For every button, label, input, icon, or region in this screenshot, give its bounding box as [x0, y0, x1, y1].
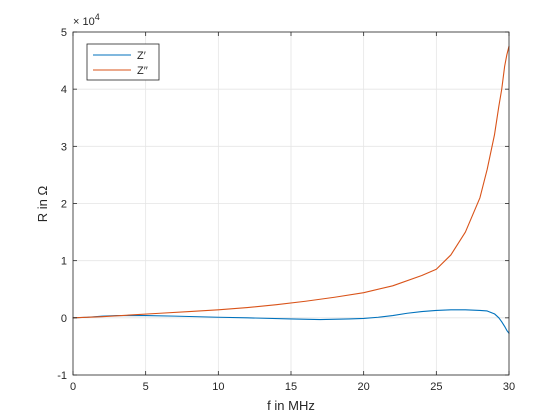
legend-label-series-2: Z′′: [137, 65, 148, 77]
legend: Z′ Z′′: [86, 43, 160, 81]
y-tick-label-1: 0: [61, 313, 67, 325]
x-tick-label-0: 0: [70, 381, 76, 393]
y-exponent-label: × 104: [73, 12, 100, 28]
series-line-2: [72, 45, 510, 319]
x-tick-label-2: 10: [212, 381, 224, 393]
x-tick-label-3: 15: [285, 381, 297, 393]
y-tick-label-5: 4: [61, 84, 67, 96]
y-exponent-base: × 10: [73, 16, 95, 28]
x-axis-label: f in MHz: [267, 398, 315, 413]
legend-box: [86, 43, 160, 81]
series-layer: [72, 45, 510, 334]
y-tick-label-6: 5: [61, 27, 67, 39]
y-tick-label-3: 2: [61, 199, 67, 211]
y-exponent-power: 4: [95, 12, 100, 22]
series-line-1: [72, 309, 510, 334]
y-axis-label: R in Ω: [35, 185, 50, 222]
x-tick-label-1: 5: [143, 381, 149, 393]
x-tick-label-6: 30: [503, 381, 515, 393]
ticks: [72, 31, 510, 376]
y-tick-label-4: 3: [61, 141, 67, 153]
x-tick-label-4: 20: [358, 381, 370, 393]
y-tick-label-2: 1: [61, 256, 67, 268]
y-tick-label-0: -1: [57, 370, 67, 382]
legend-label-series-1: Z′: [137, 50, 146, 62]
x-tick-label-5: 25: [430, 381, 442, 393]
